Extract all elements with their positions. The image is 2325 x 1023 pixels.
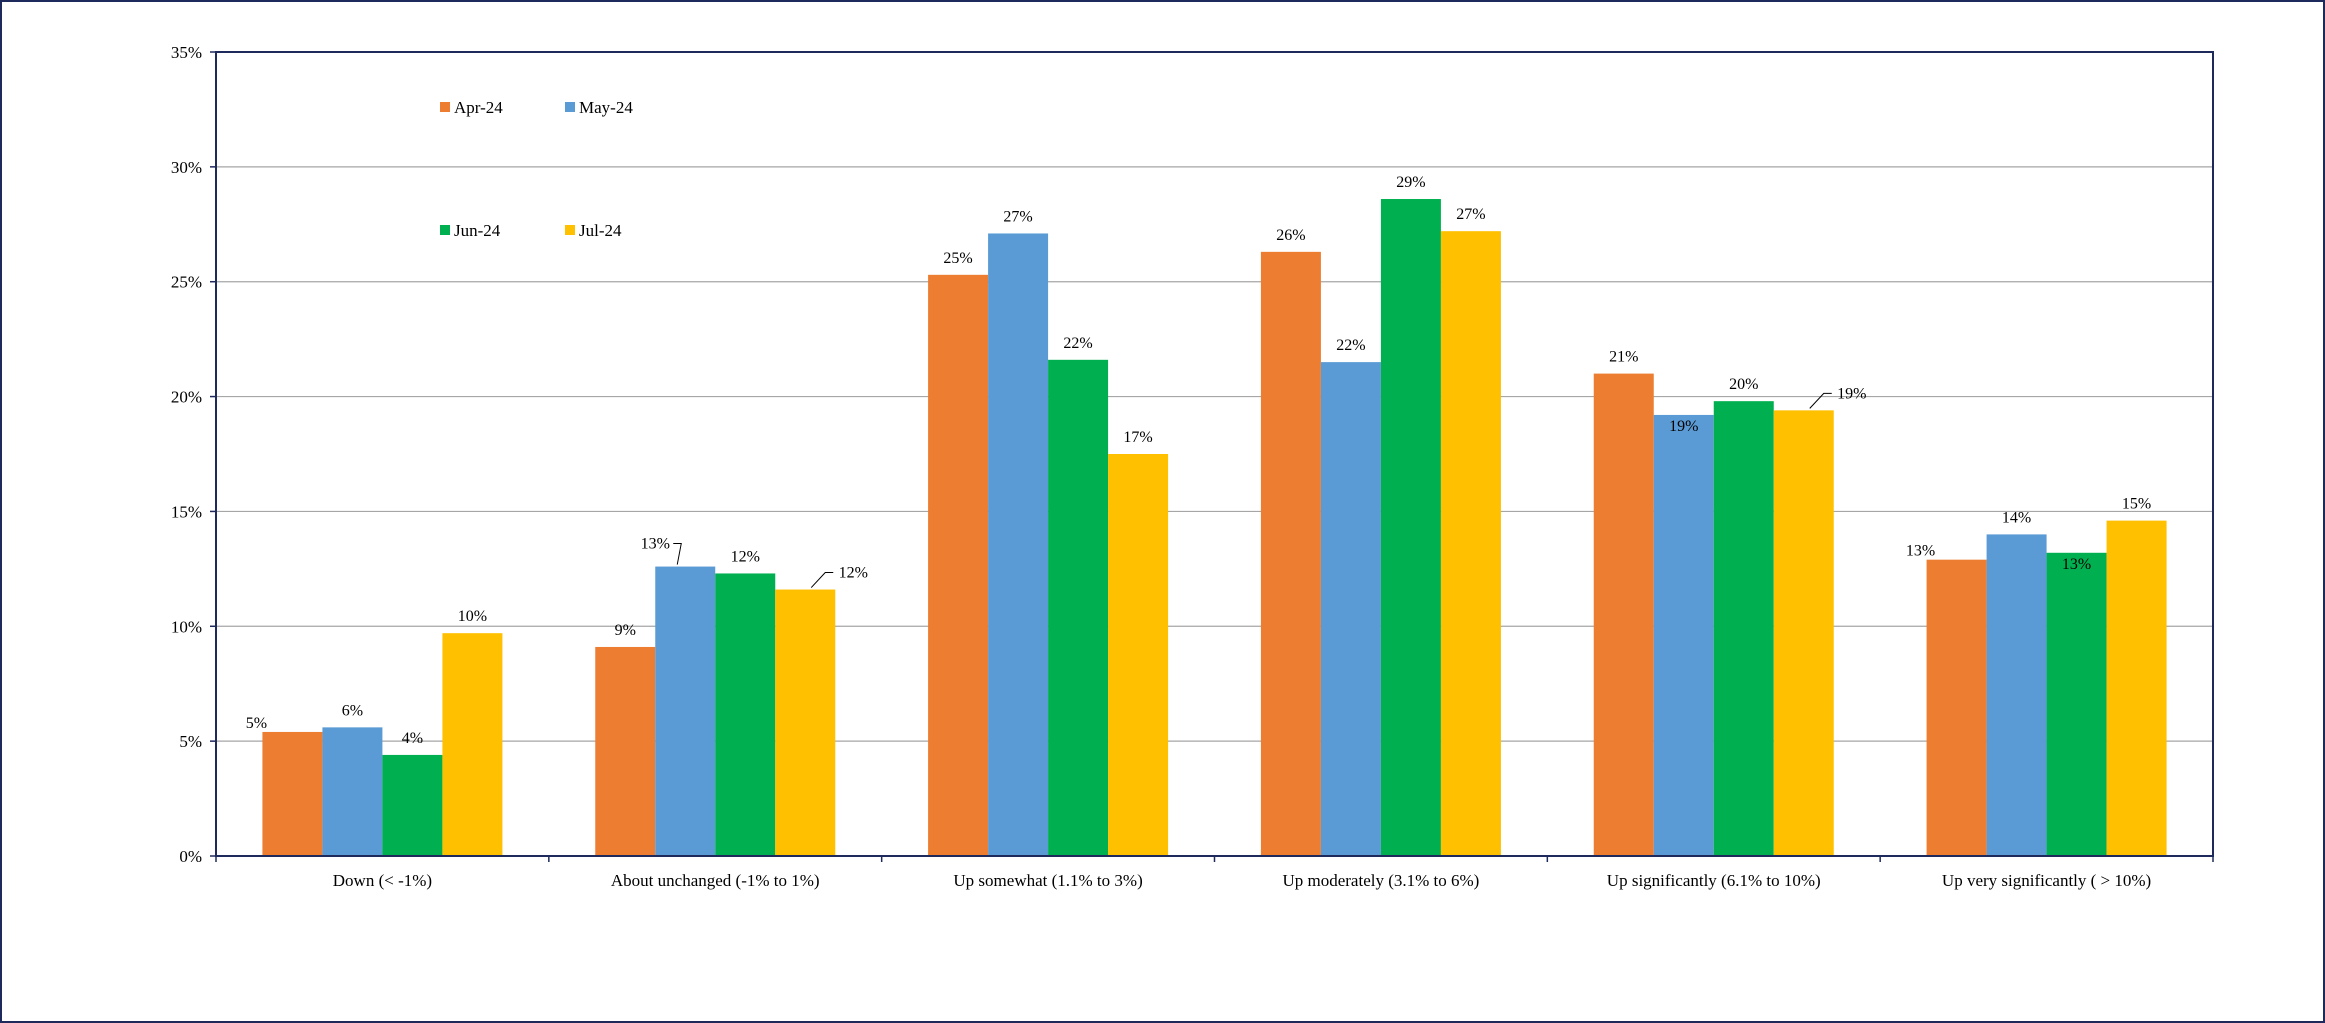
legend-swatch-apr-24 [440, 102, 450, 112]
bar-apr-24 [928, 274, 989, 856]
bar-jul-24 [2106, 520, 2167, 856]
data-label: 27% [1456, 206, 1485, 223]
data-label: 9% [615, 622, 636, 639]
bar-apr-24 [1260, 251, 1321, 856]
data-label: 5% [246, 715, 267, 732]
plot-area-border [215, 51, 2214, 857]
x-category-label: Up somewhat (1.1% to 3%) [953, 871, 1142, 890]
bar-may-24 [1653, 414, 1714, 856]
bar-jun-24 [382, 754, 443, 856]
data-label: 25% [943, 250, 972, 267]
data-label: 4% [402, 730, 423, 747]
y-tick-label: 35% [171, 43, 202, 62]
data-label: 10% [458, 608, 487, 625]
x-category-label: Up very significantly ( > 10%) [1942, 871, 2151, 890]
data-label: 22% [1336, 337, 1365, 354]
bar-jun-24 [715, 573, 776, 856]
y-tick-label: 15% [171, 502, 202, 521]
bar-jul-24 [1108, 454, 1169, 856]
data-label: 21% [1609, 349, 1638, 366]
data-label: 26% [1276, 227, 1305, 244]
legend-swatch-jun-24 [440, 225, 450, 235]
bar-may-24 [1986, 534, 2047, 856]
bar-may-24 [655, 566, 716, 856]
y-tick-label: 30% [171, 158, 202, 177]
y-tick-label: 10% [171, 617, 202, 636]
label-leader-line [673, 543, 682, 565]
y-tick-label: 5% [179, 732, 202, 751]
data-label: 14% [2002, 509, 2031, 526]
bar-may-24 [1320, 362, 1381, 856]
data-label: 20% [1729, 376, 1758, 393]
x-category-label: Down (< -1%) [333, 871, 432, 890]
bar-apr-24 [262, 731, 323, 856]
legend-label-apr-24: Apr-24 [454, 98, 503, 117]
data-label: 17% [1123, 429, 1152, 446]
data-label: 6% [342, 702, 363, 719]
legend: Apr-24 May-24 Jun-24 Jul-24 [440, 98, 633, 240]
y-tick-label: 0% [179, 847, 202, 866]
bar-apr-24 [1593, 373, 1654, 856]
legend-swatch-jul-24 [565, 225, 575, 235]
bar-jun-24 [1713, 401, 1774, 856]
data-label: 22% [1063, 335, 1092, 352]
data-label: 13% [1906, 543, 1935, 560]
data-label: 29% [1396, 174, 1425, 191]
legend-label-jun-24: Jun-24 [454, 221, 501, 240]
gridlines [216, 166, 2213, 742]
bar-jul-24 [442, 633, 503, 856]
x-category-label: About unchanged (-1% to 1%) [611, 871, 820, 890]
bar-jul-24 [1440, 231, 1501, 857]
bar-apr-24 [1926, 559, 1987, 856]
data-label: 19% [1837, 385, 1866, 402]
axes: 0% 5% 10% 15% 20% 25% 30% 35% Down (< -1%) About … [171, 43, 2214, 890]
data-labels: 5% 6% 4% 10% 9% 13% 12% 12% 25% 27% 22% 17% 26% 22% 29… [246, 174, 2151, 747]
y-tick-label: 25% [171, 273, 202, 292]
bar-may-24 [322, 727, 383, 856]
bar-jun-24 [1048, 359, 1109, 856]
bar-jul-24 [1773, 410, 1834, 856]
bar-may-24 [988, 233, 1049, 856]
data-label: 13% [2062, 556, 2091, 573]
legend-label-may-24: May-24 [579, 98, 633, 117]
bar-jun-24 [2046, 552, 2107, 856]
data-label: 27% [1003, 208, 1032, 225]
data-label: 15% [2122, 496, 2151, 513]
label-leader-line [810, 572, 834, 588]
label-leader-line [1809, 392, 1832, 409]
bar-jul-24 [775, 589, 836, 856]
bar-apr-24 [595, 646, 656, 856]
data-label: 19% [1669, 418, 1698, 435]
legend-label-jul-24: Jul-24 [579, 221, 622, 240]
data-label: 12% [839, 565, 868, 582]
data-label: 13% [641, 536, 670, 553]
x-category-label: Up moderately (3.1% to 6%) [1282, 871, 1479, 890]
bars [262, 199, 2167, 857]
y-tick-label: 20% [171, 388, 202, 407]
data-label: 12% [731, 548, 760, 565]
legend-swatch-may-24 [565, 102, 575, 112]
bar-jun-24 [1380, 199, 1441, 856]
x-category-label: Up significantly (6.1% to 10%) [1607, 871, 1821, 890]
